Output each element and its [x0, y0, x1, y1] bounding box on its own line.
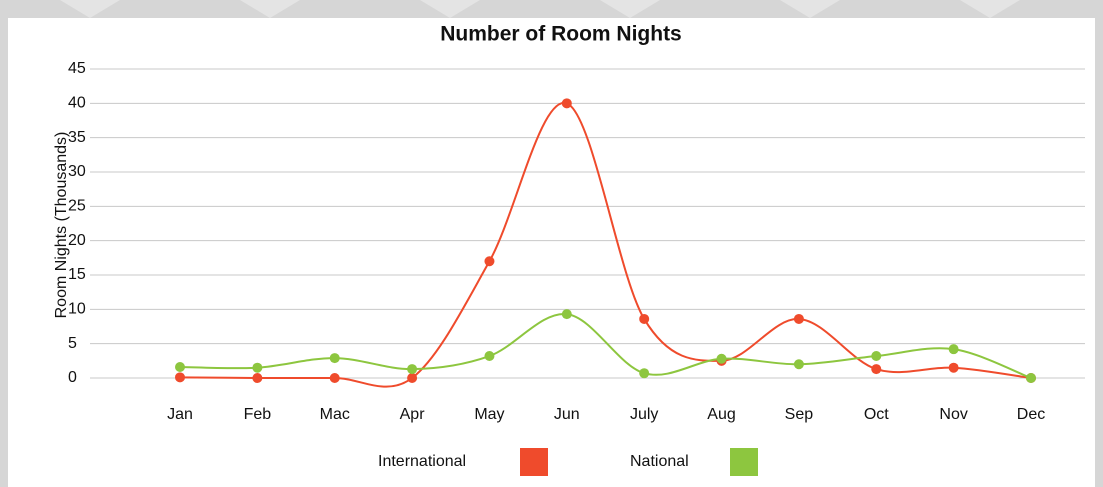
- data-point: [948, 362, 959, 373]
- data-point: [484, 351, 495, 362]
- data-point: [252, 373, 263, 383]
- y-tick-label: 40: [68, 95, 86, 112]
- y-tick-label: 15: [68, 266, 86, 283]
- panel: [8, 18, 1095, 487]
- x-tick-label: Apr: [400, 406, 426, 423]
- series-line: [179, 102, 1032, 388]
- x-tick-label: Sep: [785, 406, 814, 423]
- data-point: [407, 364, 418, 375]
- y-tick-label: 35: [68, 129, 86, 146]
- x-tick-label: July: [630, 406, 658, 423]
- y-tick-label: 10: [68, 301, 86, 318]
- pattern: [60, 0, 1020, 18]
- y-tick-label: 20: [68, 232, 86, 249]
- legend-swatch: [730, 448, 758, 476]
- x-tick-label: Aug: [707, 406, 735, 423]
- data-point: [252, 362, 263, 373]
- x-tick-label: May: [474, 406, 504, 423]
- y-tick-label: 25: [68, 198, 86, 215]
- x-tick-label: Dec: [1017, 406, 1045, 423]
- data-point: [175, 362, 185, 373]
- data-point: [329, 373, 340, 383]
- y-tick-label: 45: [68, 60, 86, 77]
- y-axis-label: Room Nights (Thousands): [53, 132, 70, 319]
- chart-title: Number of Room Nights: [440, 23, 682, 46]
- legend-swatch: [520, 448, 548, 476]
- legend-label: International: [378, 453, 466, 470]
- x-tick-label: Feb: [244, 406, 272, 423]
- data-point: [484, 256, 495, 267]
- data-point: [948, 344, 959, 355]
- data-point: [871, 364, 882, 375]
- y-tick-label: 30: [68, 163, 86, 180]
- data-point: [407, 373, 418, 383]
- x-tick-label: Jan: [167, 406, 193, 423]
- data-point: [793, 313, 804, 324]
- x-tick-label: Oct: [864, 406, 889, 423]
- data-point: [716, 353, 727, 364]
- data-point: [329, 353, 340, 364]
- data-point: [561, 309, 572, 320]
- data-point: [639, 368, 650, 379]
- x-tick-label: Jun: [554, 406, 580, 423]
- x-tick-label: Mac: [320, 406, 350, 423]
- y-tick-label: 5: [68, 335, 77, 352]
- data-point: [871, 351, 882, 362]
- x-tick-label: Nov: [939, 406, 967, 423]
- data-point: [175, 372, 185, 383]
- data-point: [639, 313, 650, 324]
- legend-label: National: [630, 453, 689, 470]
- data-point: [1026, 373, 1036, 383]
- data-point: [561, 98, 572, 109]
- data-point: [793, 359, 804, 370]
- y-tick-label: 0: [68, 369, 77, 386]
